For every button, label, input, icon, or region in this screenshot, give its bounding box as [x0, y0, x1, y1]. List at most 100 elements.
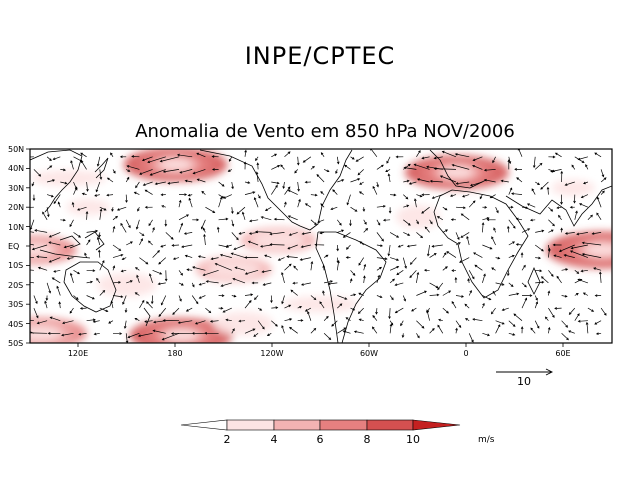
wind-vector	[495, 324, 501, 334]
wind-vector	[264, 206, 272, 211]
wind-vector	[468, 333, 474, 343]
wind-vector	[583, 181, 589, 185]
wind-vector	[464, 318, 470, 321]
wind-vector	[442, 307, 449, 314]
wind-vector	[125, 333, 129, 343]
wind-vector	[482, 244, 493, 250]
wind-vector	[46, 282, 52, 294]
wind-vector	[164, 219, 168, 227]
wind-vector	[403, 179, 410, 183]
wind-vector	[62, 320, 74, 325]
wind-vector	[139, 299, 145, 309]
wind-vector	[585, 164, 589, 170]
wind-vector	[30, 256, 34, 258]
wind-vector	[133, 191, 140, 195]
wind-vector	[574, 313, 580, 321]
wind-vector	[514, 167, 523, 171]
wind-vector	[86, 269, 96, 273]
wind-vector	[304, 180, 311, 184]
wind-vector	[337, 303, 343, 309]
wind-vector	[416, 150, 421, 157]
colorbar-segment-5	[412, 419, 461, 431]
wind-vector	[191, 295, 199, 305]
wind-vector	[178, 282, 184, 286]
wind-vector	[53, 194, 61, 205]
anomaly-blob-2	[584, 243, 612, 257]
wind-vector	[112, 253, 124, 258]
wind-vector	[228, 156, 233, 162]
wind-vector	[483, 178, 496, 183]
wind-vector	[482, 217, 490, 221]
wind-vector	[495, 207, 499, 214]
wind-vector	[300, 244, 311, 249]
wind-vector	[560, 227, 564, 233]
map-title: Anomalia de Vento em 850 hPa NOV/2006	[135, 121, 515, 142]
wind-vector	[127, 332, 140, 339]
wind-vector	[521, 282, 527, 288]
wind-vector	[167, 181, 180, 185]
wind-vector	[501, 307, 509, 311]
wind-vector	[535, 256, 542, 260]
wind-vector	[508, 292, 520, 296]
wind-vector	[483, 168, 496, 172]
wind-vector	[598, 271, 602, 283]
wind-vector	[256, 162, 260, 170]
wind-vector	[56, 285, 61, 296]
wind-vector	[218, 217, 229, 221]
wind-vector	[44, 300, 48, 309]
wind-vector	[323, 169, 330, 173]
wind-vector	[255, 171, 259, 183]
wind-vector	[46, 156, 52, 161]
wind-vector	[161, 332, 180, 341]
wind-vector	[446, 251, 457, 258]
wind-vector	[120, 269, 127, 273]
wind-vector	[112, 265, 116, 271]
wind-vector	[421, 193, 430, 197]
wind-vector	[426, 244, 430, 257]
wind-vector	[152, 250, 160, 258]
wind-vector	[466, 235, 470, 246]
wind-vector	[204, 331, 219, 335]
wind-vector	[544, 316, 549, 321]
wind-vector	[402, 295, 407, 302]
wind-vector	[236, 206, 246, 215]
wind-vector	[241, 211, 246, 220]
wind-vector	[556, 275, 562, 284]
wind-vector	[244, 269, 259, 275]
wind-vector	[395, 155, 404, 159]
wind-vector	[304, 307, 312, 312]
wind-vector	[152, 269, 163, 275]
colorbar-segment-4	[366, 419, 414, 431]
wind-vector	[560, 194, 563, 205]
wind-vector	[84, 252, 87, 258]
wind-vector	[561, 320, 569, 328]
wind-vector	[442, 252, 447, 258]
wind-vector	[210, 257, 219, 261]
reference-vector: 10	[496, 368, 554, 388]
wind-vector	[455, 206, 466, 210]
wind-vector	[144, 320, 153, 323]
wind-vector	[214, 262, 232, 271]
wind-vector	[534, 244, 544, 252]
wind-vector	[320, 203, 325, 208]
wind-vector	[112, 215, 118, 221]
wind-vector	[244, 256, 259, 259]
wind-vector	[358, 292, 364, 296]
wind-vector	[376, 219, 381, 226]
colorbar	[180, 419, 461, 431]
wind-vector	[595, 332, 602, 336]
wind-vector	[277, 257, 285, 261]
wind-vector	[177, 320, 193, 324]
wind-vector	[60, 181, 68, 185]
wind-vector	[137, 207, 140, 212]
wind-vector	[548, 270, 554, 277]
wind-vector	[52, 156, 61, 161]
wind-vector	[349, 278, 353, 283]
wind-vector	[36, 320, 48, 325]
wind-vector	[97, 249, 101, 258]
wind-vector	[33, 295, 38, 305]
wind-vector	[515, 217, 523, 221]
coast-madagascar	[527, 266, 541, 295]
wind-vector	[403, 163, 411, 170]
wind-vector	[403, 194, 409, 200]
